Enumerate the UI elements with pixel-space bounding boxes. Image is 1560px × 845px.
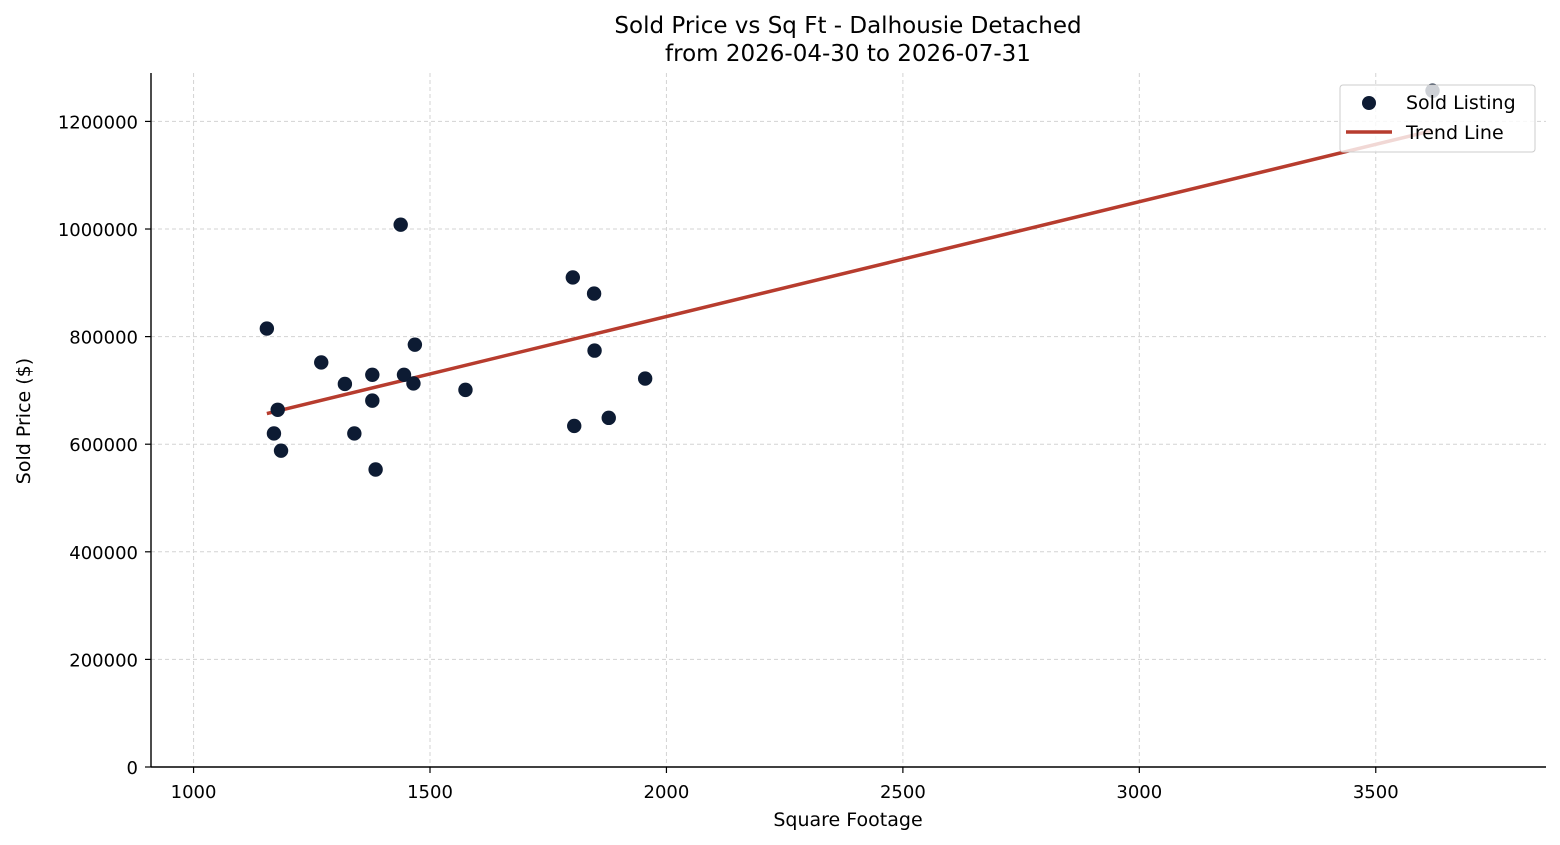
data-point-3 (273, 443, 289, 458)
data-point-14 (458, 382, 473, 398)
data-point-19 (601, 410, 616, 426)
data-point-17 (586, 286, 602, 301)
x-axis-label: Square Footage (773, 809, 922, 831)
data-point-1 (266, 426, 282, 441)
data-point-20 (637, 371, 653, 386)
legend: Sold Listing Trend Line (1339, 84, 1536, 153)
data-point-10 (393, 217, 408, 232)
data-point-0 (259, 321, 275, 336)
y-tick-label-1: 200000 (69, 650, 138, 671)
data-point-12 (406, 376, 421, 391)
data-point-9 (368, 462, 383, 477)
legend-box (1339, 84, 1536, 153)
trend-line (266, 128, 1433, 416)
y-tick-label-5: 1000000 (58, 220, 138, 241)
data-point-13 (407, 337, 423, 352)
axes: 1000 1500 2000 2500 3000 3500 0 200000 400000 600… (58, 73, 1546, 803)
chart-title: Sold Price vs Sq Ft - Dalhousie Detached (614, 13, 1081, 39)
x-tick-label-2: 2000 (644, 782, 690, 803)
data-point-8 (365, 393, 380, 408)
y-tick-label-6: 1200000 (58, 112, 138, 133)
y-tick-label-4: 800000 (69, 328, 138, 349)
y-tick-label-3: 600000 (69, 435, 138, 456)
y-tick-label-2: 400000 (69, 543, 138, 564)
data-point-11 (396, 367, 412, 383)
grid (151, 73, 1546, 767)
data-point-2 (270, 402, 285, 417)
x-tick-label-0: 1000 (171, 782, 217, 803)
x-tick-label-3: 2500 (880, 782, 926, 803)
data-point-16 (567, 418, 582, 434)
data-point-15 (565, 270, 581, 285)
chart-subtitle: from 2026-04-30 to 2026-07-31 (665, 41, 1031, 67)
data-point-6 (347, 426, 362, 441)
points-layer (259, 83, 1440, 477)
x-tick-label-4: 3000 (1116, 782, 1162, 803)
legend-label-trend-line: Trend Line (1405, 122, 1504, 144)
trend-layer (266, 128, 1433, 416)
data-point-5 (337, 376, 353, 392)
data-point-18 (587, 343, 602, 358)
data-point-7 (365, 367, 380, 383)
data-point-4 (314, 355, 329, 370)
legend-marker-sold-listing (1362, 96, 1376, 110)
y-axis-label: Sold Price ($) (13, 358, 35, 484)
y-tick-label-0: 0 (127, 758, 138, 779)
x-tick-label-5: 3500 (1353, 782, 1399, 803)
legend-label-sold-listing: Sold Listing (1406, 92, 1516, 114)
x-tick-label-1: 1500 (407, 782, 453, 803)
